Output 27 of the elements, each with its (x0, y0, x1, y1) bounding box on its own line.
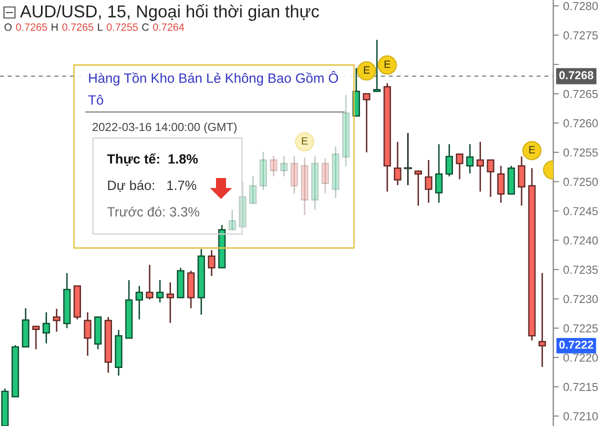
y-tick-label: 0.7235 (563, 266, 598, 274)
annotation: Hàng Tồn Kho Bán Lẻ Không Bao Gồm Ô Tô (88, 71, 338, 105)
y-tick-label: 0.7260 (563, 119, 598, 128)
y-tick-label: 0.7220 (563, 354, 598, 362)
y-tick-label: 0.7215 (563, 382, 598, 392)
y-tick-label: 0.7230 (563, 294, 598, 304)
y-tick-label: 0.7265 (563, 90, 598, 98)
text: 0.7222 (559, 340, 594, 349)
y-tick-label: 0.7280 (563, 2, 598, 10)
text: O 0.7265 H 0.7265 L 0.7255 C 0.7264 (4, 23, 184, 31)
data-label: E (384, 60, 390, 68)
y-tick-label: 0.7210 (563, 412, 598, 420)
y-tick-label: 0.7245 (563, 207, 598, 216)
y-tick-label: 0.7255 (563, 148, 598, 157)
y-tick-label: 0.7250 (563, 178, 598, 186)
y-tick-label: 0.7225 (563, 324, 598, 332)
data-label: E (302, 137, 308, 144)
annotation: 2022-03-16 14:00:00 (GMT) (92, 122, 237, 134)
chart-title: AUD/USD, 15, Ngoại hối thời gian thực (20, 4, 320, 21)
y-tick-label: 0.7275 (563, 31, 598, 40)
data-label: E (529, 146, 535, 154)
annotation: Trước đó: 3.3% (107, 206, 200, 217)
y-tick-label: 0.7240 (563, 236, 598, 245)
annotation: Dự báo: 1.7% (108, 180, 196, 192)
annotation: Thực tế: 1.8% (107, 153, 198, 166)
ref-line-label: 0.7268 (559, 71, 594, 80)
data-label: E (364, 66, 370, 74)
